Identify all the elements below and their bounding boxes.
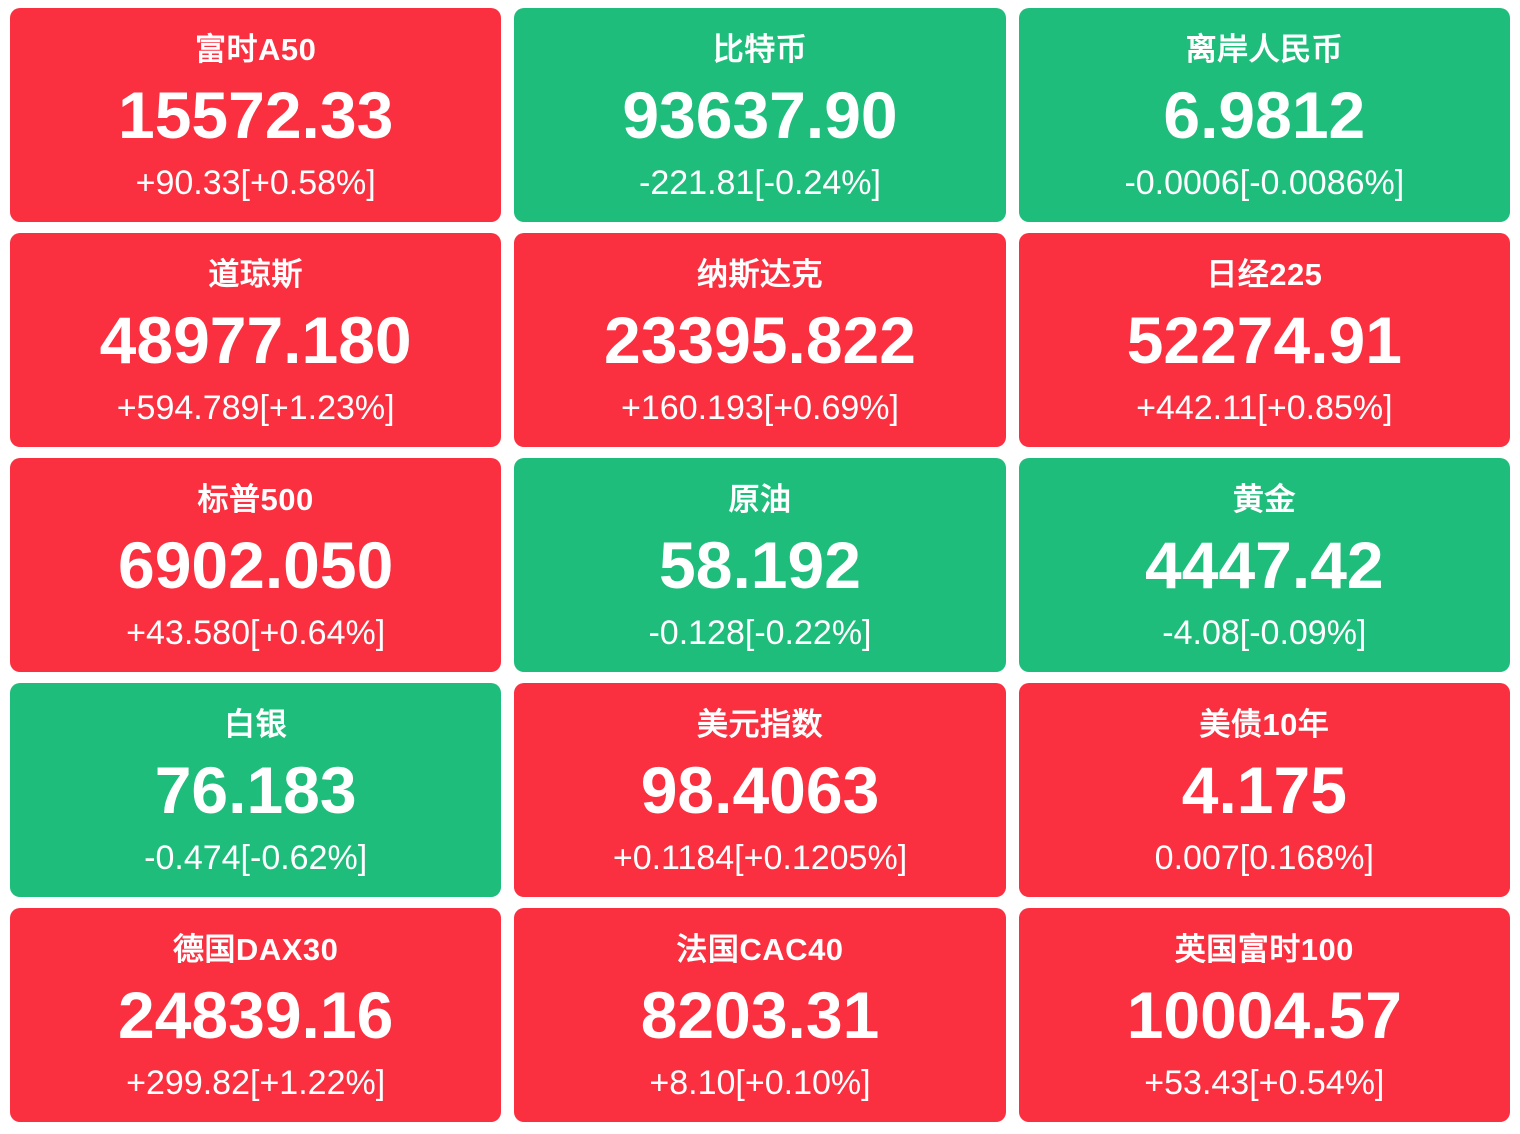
quote-price: 4447.42 [1145,528,1384,603]
quote-price: 93637.90 [622,78,898,153]
quote-price: 58.192 [659,528,861,603]
quote-change: +299.82[+1.22%] [126,1063,386,1102]
quote-change: +90.33[+0.58%] [135,163,376,202]
quote-change: +160.193[+0.69%] [621,388,899,427]
quote-change: +594.789[+1.23%] [116,388,395,427]
quote-price: 4.175 [1181,753,1347,828]
quote-change: -221.81[-0.24%] [639,163,881,202]
quote-change: -0.128[-0.22%] [648,613,872,652]
quote-name: 白银 [224,707,288,742]
quote-price: 48977.180 [99,303,412,378]
quote-card[interactable]: 黄金 4447.42 -4.08[-0.09%] [1018,458,1510,672]
quote-name: 德国DAX30 [172,932,339,967]
quote-name: 原油 [728,482,792,517]
quote-card[interactable]: 法国CAC40 8203.31 +8.10[+0.10%] [514,908,1006,1122]
quote-card[interactable]: 富时A50 15572.33 +90.33[+0.58%] [10,8,502,222]
quote-change: +8.10[+0.10%] [649,1063,871,1102]
quote-price: 6.9812 [1163,78,1366,153]
quote-name: 法国CAC40 [676,932,844,967]
quote-name: 纳斯达克 [696,257,823,292]
quote-card[interactable]: 原油 58.192 -0.128[-0.22%] [514,458,1006,672]
quote-name: 富时A50 [194,32,317,67]
quote-price: 6902.050 [118,528,394,603]
quote-card[interactable]: 美债10年 4.175 0.007[0.168%] [1018,683,1510,897]
quote-change: -0.474[-0.62%] [144,838,368,877]
quote-change: 0.007[0.168%] [1154,838,1374,877]
quote-change: -0.0006[-0.0086%] [1124,163,1405,202]
quote-name: 道琼斯 [208,257,303,292]
quote-card[interactable]: 英国富时100 10004.57 +53.43[+0.54%] [1018,908,1510,1122]
quote-card[interactable]: 标普500 6902.050 +43.580[+0.64%] [10,458,502,672]
quote-name: 英国富时100 [1174,932,1354,967]
quote-price: 10004.57 [1126,978,1402,1053]
quote-name: 美元指数 [696,707,823,742]
quote-price: 23395.822 [603,303,916,378]
quote-name: 美债10年 [1199,707,1330,742]
quote-change: +53.43[+0.54%] [1144,1063,1385,1102]
quote-card[interactable]: 离岸人民币 6.9812 -0.0006[-0.0086%] [1018,8,1510,222]
quote-card[interactable]: 美元指数 98.4063 +0.1184[+0.1205%] [514,683,1006,897]
quote-name: 比特币 [712,32,808,67]
quote-card[interactable]: 纳斯达克 23395.822 +160.193[+0.69%] [514,233,1006,447]
quote-name: 日经225 [1206,257,1323,292]
quote-change: +442.11[+0.85%] [1136,388,1393,427]
quote-card[interactable]: 比特币 93637.90 -221.81[-0.24%] [514,8,1006,222]
quote-card[interactable]: 日经225 52274.91 +442.11[+0.85%] [1018,233,1510,447]
quote-price: 98.4063 [640,753,880,828]
quote-name: 标普500 [197,482,314,517]
quote-change: +0.1184[+0.1205%] [612,838,908,877]
quote-price: 15572.33 [118,78,394,153]
quote-price: 8203.31 [640,978,880,1053]
quote-change: +43.580[+0.64%] [126,613,386,652]
quote-name: 黄金 [1232,482,1296,517]
quote-card[interactable]: 德国DAX30 24839.16 +299.82[+1.22%] [10,908,502,1122]
quote-price: 52274.91 [1126,303,1402,378]
quote-card[interactable]: 道琼斯 48977.180 +594.789[+1.23%] [10,233,502,447]
quote-price: 24839.16 [118,978,394,1053]
quote-card[interactable]: 白银 76.183 -0.474[-0.62%] [10,683,502,897]
quote-price: 76.183 [154,753,357,828]
quote-name: 离岸人民币 [1185,32,1344,67]
quote-change: -4.08[-0.09%] [1162,613,1367,652]
